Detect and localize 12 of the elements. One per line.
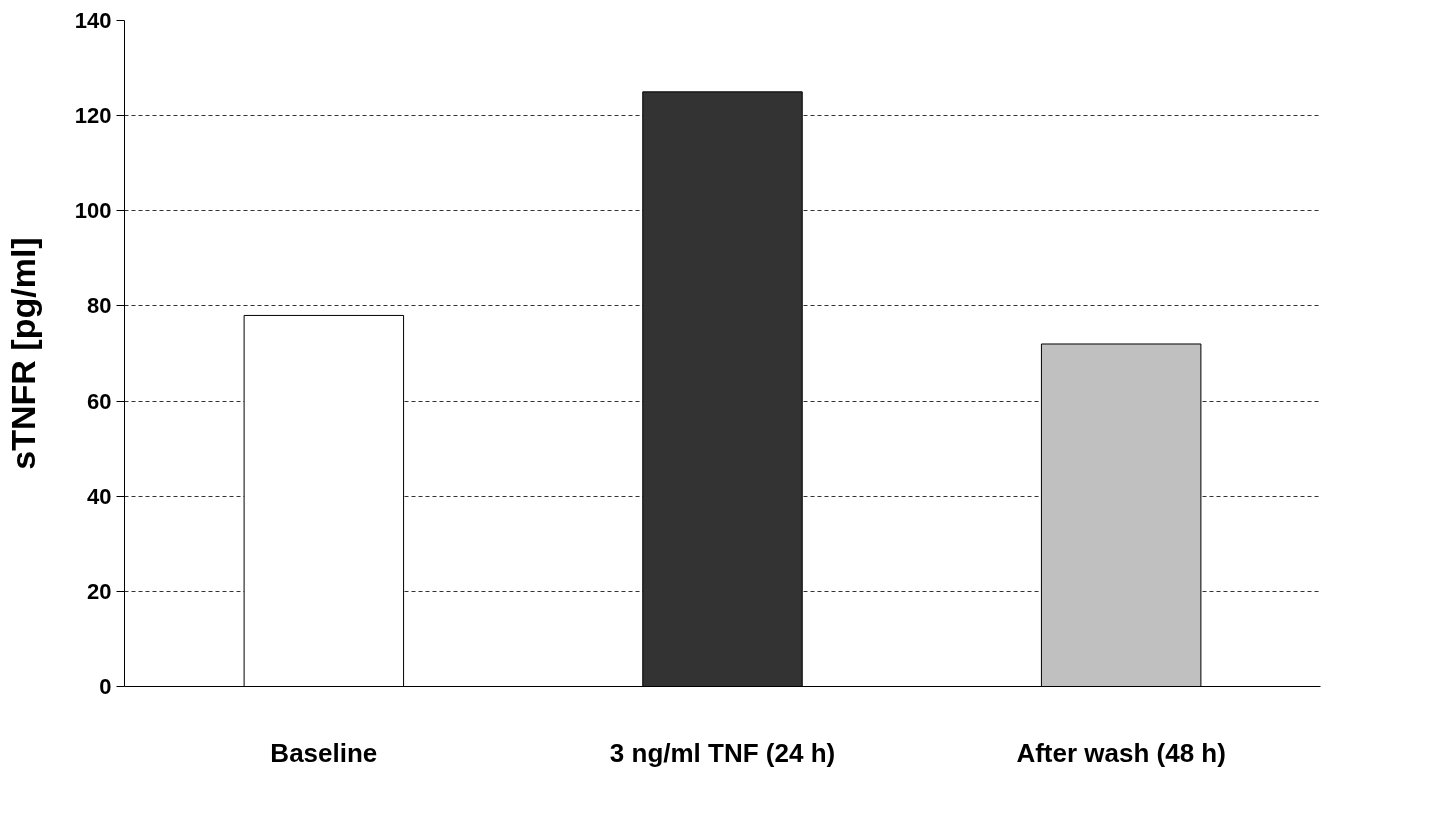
y-tick-label: 0	[99, 674, 112, 699]
x-tick-label: 3 ng/ml TNF (24 h)	[609, 737, 836, 768]
y-tick-label: 80	[87, 293, 112, 319]
y-tick-label: 100	[74, 198, 112, 224]
y-tick-label: 40	[87, 483, 112, 509]
x-tick-label: After wash (48 h)	[1016, 737, 1226, 768]
x-tick-label: Baseline	[270, 737, 378, 768]
y-tick-label: 20	[87, 578, 112, 604]
y-tick-label: 140	[74, 8, 112, 33]
y-axis-title: sTNFR [pg/ml]	[3, 237, 42, 470]
y-tick-label: 120	[74, 103, 112, 129]
y-tick-label: 60	[87, 388, 112, 414]
